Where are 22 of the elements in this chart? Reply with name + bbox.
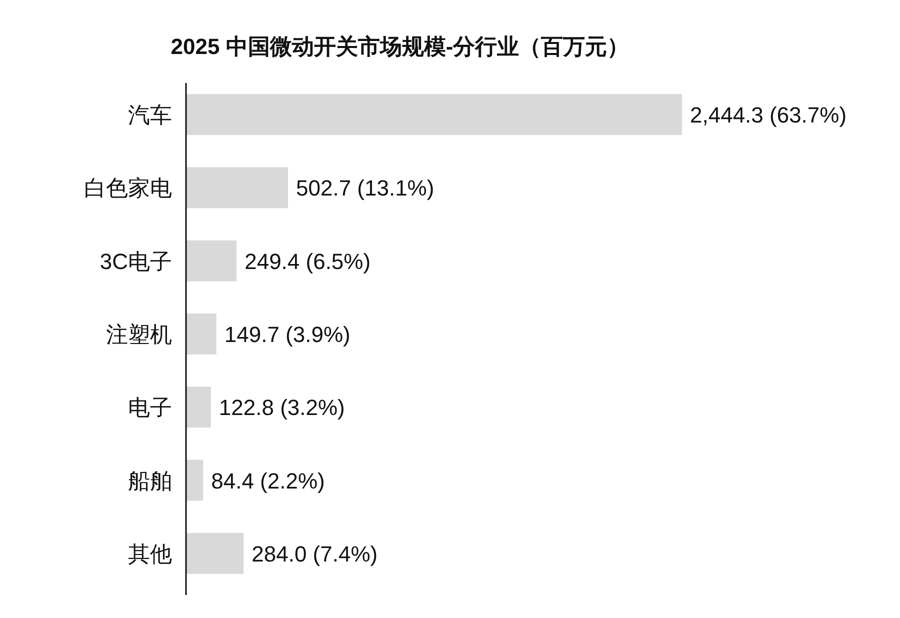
y-tick-label: 3C电子 — [100, 248, 172, 274]
title: 2025 中国微动开关市场规模-分行业（百万元） — [170, 34, 630, 59]
data-label: 284.0 (7.4%) — [252, 541, 378, 566]
bar — [186, 167, 288, 208]
bar — [186, 314, 216, 354]
data-label: 249.4 (6.5%) — [244, 248, 371, 274]
y-tick-label: 其他 — [128, 541, 172, 566]
y-tick-label: 船舶 — [128, 468, 172, 494]
data-label: 502.7 (13.1%) — [296, 176, 434, 201]
data-label: 84.4 (2.2%) — [211, 468, 325, 494]
data-label: 2,444.3 (63.7%) — [690, 102, 847, 128]
bar — [186, 532, 244, 574]
data-label: 149.7 (3.9%) — [224, 322, 350, 347]
data-label: 122.8 (3.2%) — [218, 395, 345, 420]
y-tick-label: 白色家电 — [84, 176, 172, 201]
bar — [186, 240, 237, 282]
bar — [186, 94, 682, 136]
bar — [186, 460, 204, 501]
y-tick-label: 电子 — [128, 395, 172, 420]
y-tick-label: 汽车 — [128, 102, 172, 128]
y-tick-label: 注塑机 — [106, 322, 172, 347]
bar — [186, 386, 211, 428]
